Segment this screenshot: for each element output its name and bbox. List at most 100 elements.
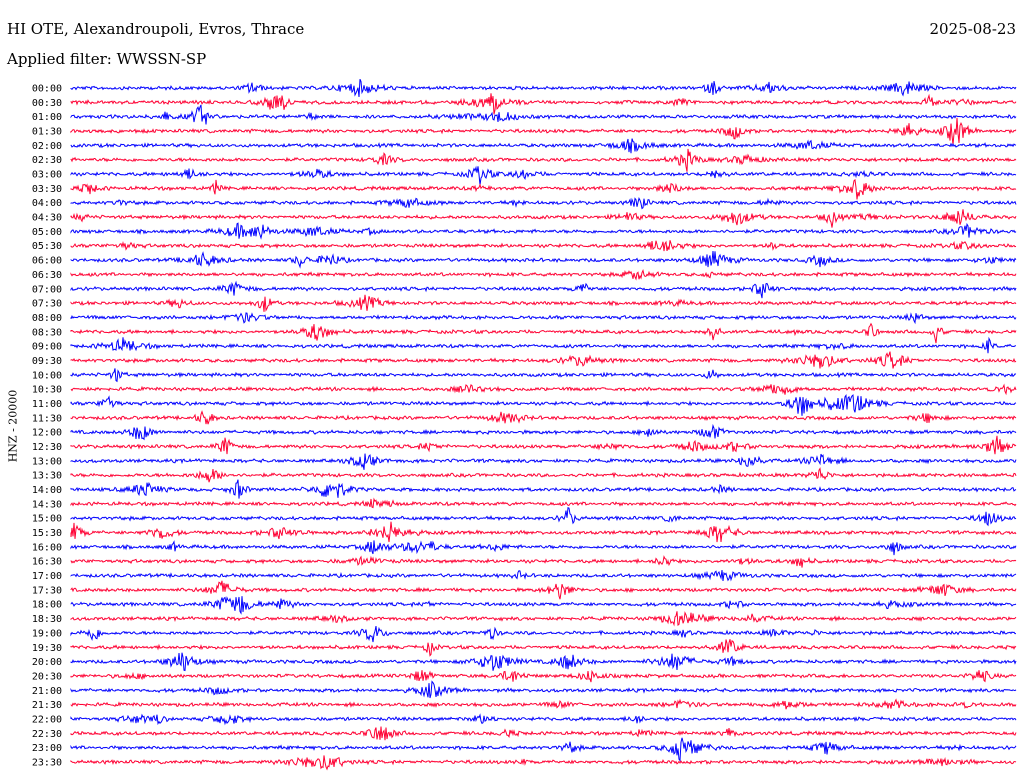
station-title: HI OTE, Alexandroupoli, Evros, Thrace	[7, 20, 305, 38]
trace-row	[70, 453, 1017, 470]
row-label: 12:30	[32, 442, 62, 453]
trace-row	[70, 713, 1017, 726]
trace-row	[70, 580, 1017, 600]
trace-row	[70, 312, 1017, 325]
trace-row	[70, 222, 1017, 240]
row-label: 17:00	[32, 571, 62, 582]
row-label: 09:30	[32, 356, 62, 367]
row-label: 20:30	[32, 671, 62, 682]
row-label: 21:30	[32, 700, 62, 711]
trace-row	[70, 479, 1017, 499]
row-label: 11:30	[32, 413, 62, 424]
trace-row	[70, 393, 1017, 416]
row-label: 23:30	[32, 757, 62, 768]
row-label: 00:30	[32, 98, 62, 109]
trace-row	[70, 368, 1017, 383]
trace-row	[70, 521, 1017, 543]
row-label: 02:00	[32, 141, 62, 152]
row-label: 02:30	[32, 155, 62, 166]
row-label: 05:00	[32, 227, 62, 238]
trace-row	[70, 104, 1017, 125]
trace-row	[70, 410, 1017, 425]
trace-row	[70, 93, 1017, 115]
row-label: 07:00	[32, 284, 62, 295]
trace-row	[70, 669, 1017, 683]
row-label: 03:00	[32, 170, 62, 181]
trace-row	[70, 294, 1017, 312]
trace-row	[70, 639, 1017, 657]
trace-row	[70, 79, 1017, 98]
row-label: 20:00	[32, 657, 62, 668]
row-label: 10:00	[32, 370, 62, 381]
row-label: 23:00	[32, 743, 62, 754]
trace-row	[70, 680, 1017, 699]
row-label: 10:30	[32, 385, 62, 396]
trace-row	[70, 467, 1017, 483]
row-label: 05:30	[32, 241, 62, 252]
trace-row	[70, 240, 1017, 252]
trace-row	[70, 596, 1017, 615]
row-label: 06:30	[32, 270, 62, 281]
trace-row	[70, 698, 1017, 710]
trace-row	[70, 209, 1017, 228]
trace-row	[70, 435, 1017, 455]
row-label: 09:00	[32, 342, 62, 353]
trace-row	[70, 351, 1017, 369]
trace-row	[70, 540, 1017, 556]
row-label: 04:30	[32, 213, 62, 224]
trace-row	[70, 268, 1017, 281]
trace-row	[70, 726, 1017, 741]
row-label: 14:00	[32, 485, 62, 496]
row-label: 19:30	[32, 643, 62, 654]
record-date: 2025-08-23	[929, 20, 1016, 38]
trace-row	[70, 383, 1017, 396]
trace-row	[70, 626, 1016, 643]
row-label: 18:00	[32, 600, 62, 611]
trace-row	[70, 611, 1017, 627]
row-label: 13:00	[32, 456, 62, 467]
trace-row	[70, 322, 1017, 344]
trace-row	[70, 570, 1017, 582]
row-label: 17:30	[32, 585, 62, 596]
row-label: 14:30	[32, 499, 62, 510]
row-label: 01:30	[32, 127, 62, 138]
trace-row	[70, 497, 1017, 509]
row-label: 08:30	[32, 327, 62, 338]
row-label: 22:00	[32, 714, 62, 725]
row-label: 12:00	[32, 428, 62, 439]
row-label: 19:00	[32, 628, 62, 639]
trace-row	[70, 336, 1017, 354]
row-label: 06:00	[32, 256, 62, 267]
trace-row	[70, 251, 1017, 269]
row-label: 11:00	[32, 399, 62, 410]
row-label: 16:00	[32, 542, 62, 553]
trace-row	[70, 197, 1017, 210]
trace-row	[70, 755, 1017, 771]
trace-row	[70, 423, 1017, 441]
row-label: 08:00	[32, 313, 62, 324]
trace-row	[70, 652, 1017, 672]
trace-row	[70, 148, 1017, 172]
trace-row	[70, 178, 1017, 200]
row-label: 01:00	[32, 112, 62, 123]
row-labels: 00:00 00:30 01:00 01:30 02:00 02:30 03:00 03:30…	[32, 84, 62, 769]
trace-row	[70, 165, 1017, 186]
trace-row	[70, 280, 1017, 299]
row-label: 21:00	[32, 686, 62, 697]
row-label: 15:30	[32, 528, 62, 539]
row-label: 16:30	[32, 557, 62, 568]
trace-row	[70, 737, 1017, 762]
trace-row	[70, 117, 1017, 145]
trace-row	[70, 506, 1017, 527]
row-label: 22:30	[32, 729, 62, 740]
row-label: 00:00	[32, 84, 62, 95]
row-label: 15:00	[32, 514, 62, 525]
seismic-traces	[70, 79, 1017, 771]
filter-label: Applied filter: WWSSN-SP	[7, 50, 207, 68]
row-label: 13:30	[32, 471, 62, 482]
row-label: 07:30	[32, 299, 62, 310]
row-label: 03:30	[32, 184, 62, 195]
row-label: 04:00	[32, 198, 62, 209]
row-label: 18:30	[32, 614, 62, 625]
